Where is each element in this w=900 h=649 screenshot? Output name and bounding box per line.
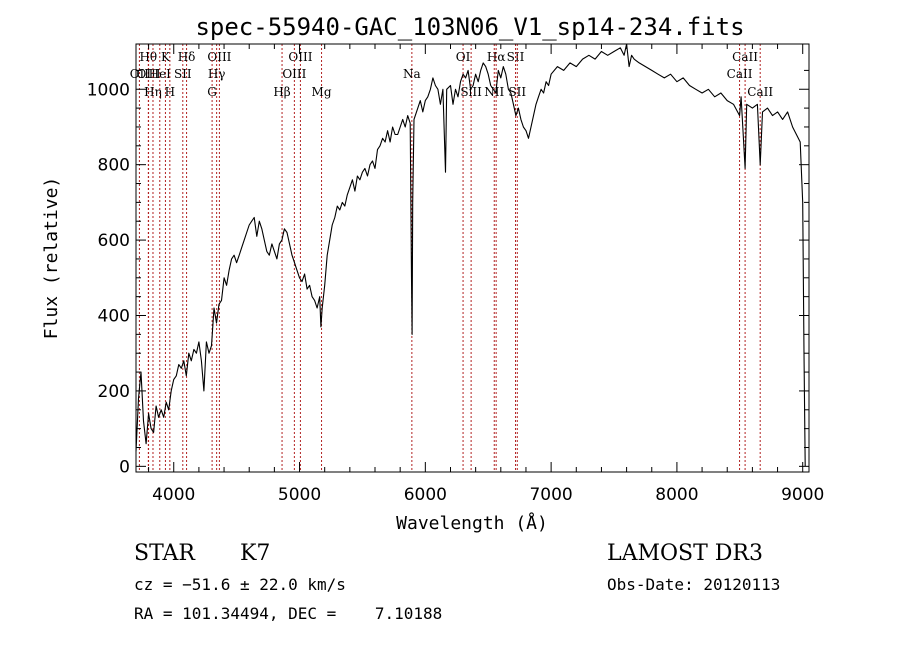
- y-tick-label-1: 200: [98, 382, 130, 402]
- x-tick-label-0: 4000: [152, 485, 195, 505]
- line-label-13: OIII: [282, 67, 306, 81]
- x-tick-label-3: 7000: [529, 485, 572, 505]
- y-tick-label-3: 600: [98, 231, 130, 251]
- line-label-7: Hδ: [178, 50, 196, 64]
- redshift-text: cz = −51.6 ± 22.0 km/s: [134, 575, 346, 594]
- object-subclass: K7: [240, 541, 270, 566]
- y-axis-label: Flux (relative): [41, 177, 62, 340]
- line-label-8: SII: [174, 67, 192, 81]
- plot-frame: [135, 43, 810, 473]
- y-tick-label-5: 1000: [87, 80, 130, 100]
- y-tick-label-0: 0: [119, 457, 130, 477]
- line-label-23: CaII: [732, 50, 758, 64]
- line-label-21: NII: [484, 85, 504, 99]
- spectrum-line: [135, 43, 806, 467]
- line-label-17: OI: [456, 50, 471, 64]
- y-tick-label-4: 800: [98, 156, 130, 176]
- line-label-3: Hη: [144, 85, 162, 99]
- line-label-14: Hβ: [273, 85, 290, 99]
- chart-title: spec-55940-GAC_103N06_V1_sp14-234.fits: [195, 13, 744, 41]
- line-label-25: CaII: [747, 85, 773, 99]
- line-label-0: OII: [130, 67, 150, 81]
- line-label-19: Hα: [487, 50, 506, 64]
- coordinates-text: RA = 101.34494, DEC = 7.10188: [134, 604, 442, 623]
- line-label-4: K: [161, 50, 171, 64]
- line-label-18: SiII: [460, 85, 482, 99]
- x-axis-label: Wavelength (Å): [396, 512, 548, 534]
- line-label-9: OIII: [207, 50, 231, 64]
- line-label-10: Hγ: [208, 67, 226, 81]
- line-label-20: SII: [507, 50, 525, 64]
- line-label-16: Na: [403, 67, 421, 81]
- y-tick-label-2: 400: [98, 307, 130, 327]
- obs-date: Obs-Date: 20120113: [607, 575, 780, 594]
- line-label-12: OIII: [288, 50, 312, 64]
- line-label-6: H: [165, 85, 175, 99]
- line-label-15: Mg: [312, 85, 332, 99]
- line-label-24: CaII: [727, 67, 753, 81]
- line-label-2: OIII: [137, 67, 161, 81]
- spectrum-series: [135, 43, 806, 467]
- x-tick-label-2: 6000: [404, 485, 447, 505]
- line-label-11: G: [207, 85, 217, 99]
- axis-ticks: 4000 5000 6000 7000 8000 9000 0 200 400 600 800 100…: [87, 44, 824, 505]
- line-label-22: SII: [508, 85, 526, 99]
- x-tick-label-1: 5000: [278, 485, 321, 505]
- object-class: STAR: [134, 541, 196, 566]
- x-tick-label-5: 9000: [781, 485, 824, 505]
- x-tick-label-4: 8000: [655, 485, 698, 505]
- line-label-5: HeI: [149, 67, 172, 81]
- survey-label: LAMOST DR3: [607, 541, 763, 566]
